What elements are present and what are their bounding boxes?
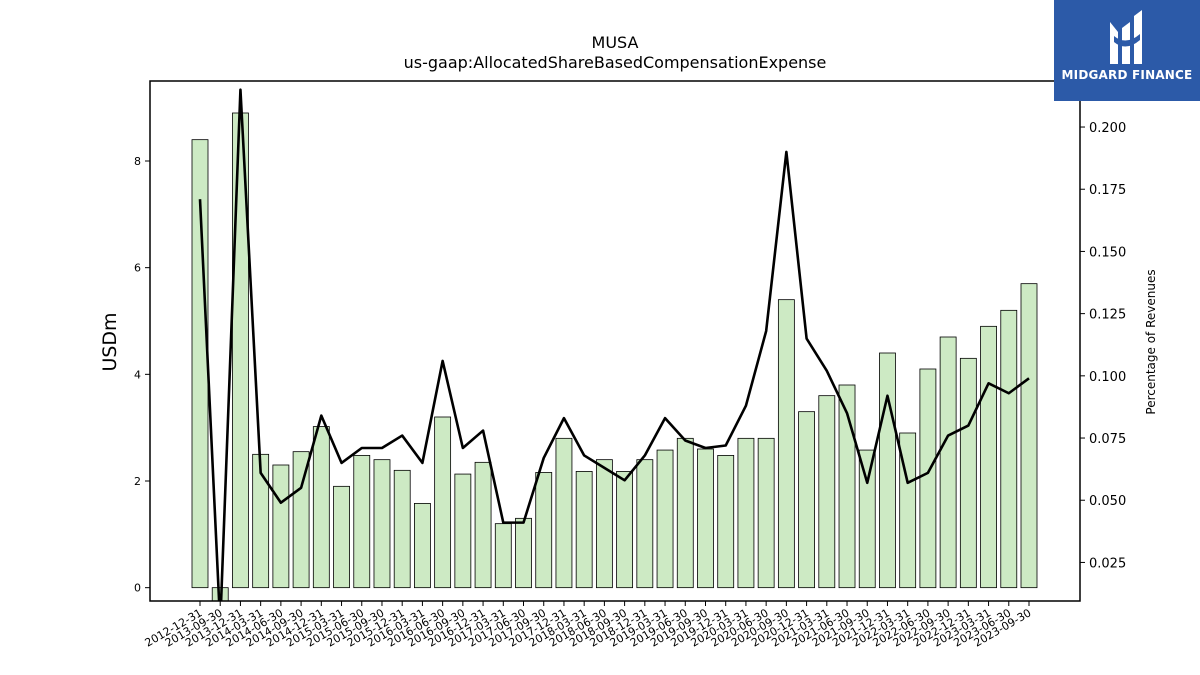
y-tick-label-right: 0.175 [1089, 183, 1126, 198]
bar-2015-03-31 [333, 485, 350, 589]
bar-2016-12-31 [474, 461, 492, 589]
bar-series [191, 112, 1038, 601]
bar-2021-09-30 [858, 449, 876, 589]
y-axis-label-left: USDm [99, 312, 121, 371]
bar-2020-03-31 [737, 437, 755, 589]
bar-2023-06-30 [1000, 309, 1018, 589]
bar-2016-03-31 [414, 502, 431, 589]
bar-2014-09-30 [292, 451, 310, 589]
bar-2022-03-31 [899, 432, 917, 589]
bar-2022-06-30 [919, 368, 937, 589]
chart-subtitle: us-gaap:AllocatedShareBasedCompensationE… [404, 53, 827, 72]
bar-2022-09-30 [939, 336, 957, 589]
brand-logo: MIDGARD FINANCE [1054, 0, 1200, 101]
y-tick-label-left: 4 [134, 368, 141, 381]
bar-2016-06-30 [434, 416, 452, 589]
bar-2015-12-31 [393, 469, 411, 589]
bar-2018-03-31 [575, 470, 593, 589]
y-tick-label-right: 0.150 [1089, 245, 1126, 260]
y-tick-label-right: 0.100 [1089, 370, 1126, 385]
bar-2020-12-31 [798, 411, 815, 589]
bar-2014-06-30 [272, 464, 290, 589]
plot-frame [149, 80, 1081, 602]
y-axis-label-right: Percentage of Revenues [1144, 269, 1158, 414]
y-tick-label-right: 0.200 [1089, 121, 1126, 136]
midgard-logo-icon [1110, 10, 1142, 64]
y-tick-label-left: 2 [134, 475, 141, 488]
y-tick-label-left: 0 [134, 582, 141, 595]
bar-2023-09-30 [1020, 283, 1038, 589]
bar-2017-06-30 [515, 517, 532, 589]
y-tick-label-right: 0.025 [1089, 556, 1126, 571]
bar-2017-03-31 [494, 523, 512, 589]
bar-2020-09-30 [777, 299, 795, 589]
bar-2015-06-30 [353, 454, 371, 589]
bar-2019-09-30 [697, 448, 714, 589]
bar-2016-09-30 [454, 473, 472, 589]
chart-title: MUSA [592, 33, 639, 52]
bar-2017-09-30 [535, 472, 553, 589]
line-series [198, 88, 1030, 601]
y-tick-label-right: 0.125 [1089, 308, 1126, 323]
bar-2018-09-30 [616, 470, 634, 589]
bar-2021-06-30 [838, 384, 856, 589]
bar-2014-12-31 [312, 426, 330, 589]
bar-2019-03-31 [656, 449, 674, 589]
bar-2022-12-31 [959, 357, 977, 589]
brand-name: MIDGARD FINANCE [1061, 68, 1193, 82]
bar-2019-06-30 [676, 437, 694, 589]
y-tick-label-left: 6 [134, 262, 141, 275]
bar-2023-03-31 [980, 325, 997, 589]
y-tick-label-right: 0.050 [1089, 494, 1126, 509]
y-tick-label-left: 8 [134, 155, 141, 168]
bar-2018-06-30 [595, 459, 613, 589]
bar-2021-03-31 [818, 395, 836, 589]
bar-2020-06-30 [757, 437, 775, 589]
ratio-line [198, 88, 1030, 601]
y-tick-label-right: 0.075 [1089, 432, 1126, 447]
bar-2019-12-31 [717, 454, 735, 589]
bar-2015-09-30 [373, 459, 391, 589]
bar-2017-12-31 [555, 437, 573, 589]
axes: 0 2 4 6 8 0.025 0.050 0.075 0.100 0.125 0.150 0.175… [134, 80, 1126, 650]
bar-2018-12-31 [636, 459, 654, 589]
bar-2021-12-31 [879, 352, 896, 589]
